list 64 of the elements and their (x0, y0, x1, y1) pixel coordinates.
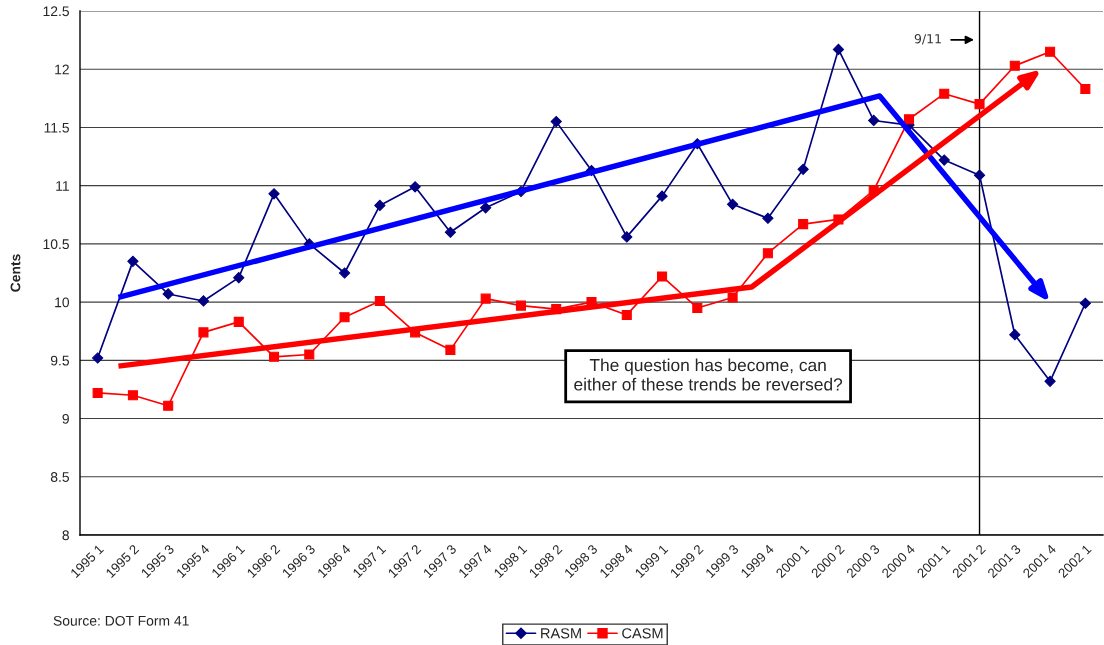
point (621, 231, 633, 243)
point (92, 387, 103, 398)
y-tick-label: 9.5 (50, 355, 69, 366)
point (233, 272, 245, 284)
point (868, 114, 880, 127)
point (762, 248, 773, 259)
point (621, 309, 632, 320)
point (939, 88, 950, 99)
point (1009, 329, 1021, 341)
point (1080, 83, 1091, 95)
point (974, 99, 985, 110)
point (727, 292, 738, 303)
ref-line-label: 9/11 (914, 33, 941, 45)
point (268, 351, 280, 362)
point (339, 312, 350, 323)
point (409, 181, 421, 193)
point (233, 316, 244, 327)
y-tick-label: 8 (62, 530, 69, 541)
y-tick-label: 10.5 (43, 239, 69, 250)
point (162, 288, 174, 300)
point (480, 202, 492, 214)
point (374, 199, 386, 212)
point (304, 349, 315, 360)
point (445, 344, 456, 355)
point (1044, 375, 1056, 387)
point (1009, 60, 1020, 71)
point (515, 300, 526, 311)
y-tick-label: 12.5 (43, 6, 69, 17)
y-axis-title: Cents (10, 254, 21, 292)
point (973, 169, 986, 181)
point (903, 114, 915, 125)
point (798, 219, 809, 230)
point (268, 188, 280, 200)
point (163, 400, 174, 411)
y-tick-label: 9 (62, 413, 69, 424)
point (92, 352, 104, 364)
y-tick-label: 12 (55, 64, 69, 75)
point (550, 116, 562, 128)
point (692, 302, 703, 313)
point (797, 163, 809, 175)
point (444, 226, 457, 238)
annotation: The question has become, can either of these trends be reversed? (574, 358, 843, 391)
source-note: Source: DOT Form 41 (53, 615, 189, 626)
point (374, 295, 385, 306)
y-tick-label: 11 (56, 181, 69, 191)
point (938, 154, 950, 166)
point (1079, 297, 1091, 309)
y-tick-label: 10 (55, 297, 70, 308)
point (127, 255, 139, 267)
point (197, 295, 210, 307)
point (1045, 46, 1056, 57)
point (198, 327, 209, 338)
point (127, 390, 138, 401)
point (338, 267, 351, 279)
legend-label: RASM (541, 628, 581, 639)
point (657, 271, 668, 282)
point (762, 212, 774, 224)
point (832, 43, 845, 56)
point (726, 198, 739, 210)
legend-label: CASM (622, 628, 663, 639)
point (480, 293, 491, 304)
point (656, 190, 668, 202)
y-tick-label: 11.5 (44, 122, 69, 133)
y-tick-label: 8.5 (50, 472, 69, 482)
